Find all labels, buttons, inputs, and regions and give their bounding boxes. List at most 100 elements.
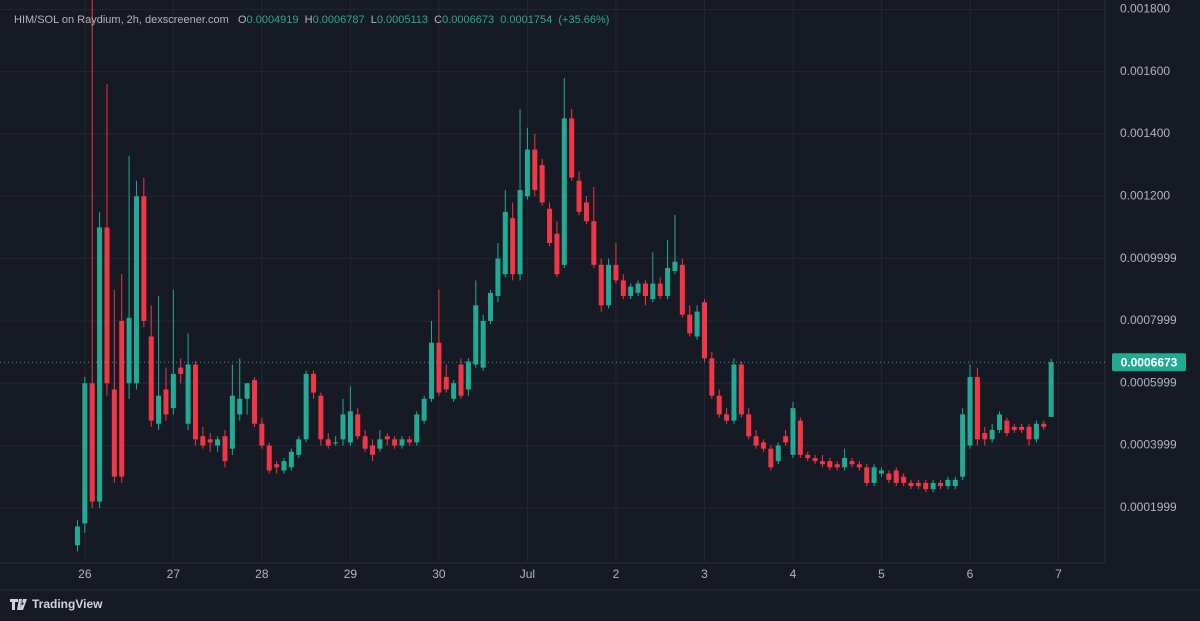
candle-body [635,283,641,293]
candle-body [259,423,265,446]
candle-body [842,458,848,468]
y-tick-label: 0.0003999 [1120,438,1177,452]
x-tick-label: 5 [878,567,885,581]
candle-body [827,461,833,468]
candle-body [82,383,88,524]
candle-body [1048,362,1054,417]
candle-body [1033,423,1039,440]
candle-body [1019,426,1025,430]
candle-body [886,473,892,480]
candle-body [606,264,612,306]
candle-body [775,445,781,462]
candle-body [687,314,693,334]
candle-body [229,395,235,449]
candle-body [642,283,648,296]
x-tick-label: Jul [520,567,535,581]
y-tick-label: 0.001400 [1120,126,1170,140]
candle-body [119,320,125,477]
candle-body [650,283,656,300]
candle-body [554,233,560,275]
candle-body [111,389,117,477]
candle-body [716,395,722,415]
candle-body [901,476,907,483]
candle-body [222,436,228,462]
candle-body [510,218,516,275]
candle-body [281,461,287,471]
candle-body [325,439,331,446]
candle-body [451,383,457,399]
candle-body [679,264,685,315]
x-tick-label: 27 [167,567,181,581]
candle-body [384,436,390,440]
candle-body [738,364,744,415]
candle-body [628,286,634,296]
change-value: 0.0001754 [500,14,553,26]
candle-body [495,258,501,296]
candle-body [974,376,980,440]
brand: TradingView [32,597,103,611]
candle-body [989,429,995,440]
candle-body [156,395,162,424]
candle-body [333,442,339,444]
candle-body [583,202,589,222]
last-price-badge [1112,353,1186,372]
y-tick-label: 0.001600 [1120,64,1170,78]
candle-body [133,196,139,384]
x-tick-label: 4 [790,567,797,581]
candle-body [237,398,243,415]
ohlc-label: O [237,14,247,26]
candle-body [97,227,103,502]
x-tick-label: 28 [255,567,269,581]
candle-body [908,482,914,487]
candle-body [207,439,213,443]
candle-body [399,439,405,446]
candle-body [303,373,309,440]
candle-body [812,458,818,462]
candle-body [819,461,825,465]
candle-body [74,526,80,546]
candle-body [355,414,361,437]
candle-body [783,436,789,443]
candle-body [672,261,678,272]
candle-body [960,414,966,477]
candle-body [318,395,324,440]
candle-body [488,292,494,321]
candle-body [797,420,803,455]
candle-body [915,482,921,487]
candle-body [539,165,545,203]
candle-body [89,383,95,502]
candle-body [251,380,257,424]
candle-body [701,302,707,359]
candle-body [760,442,766,449]
low-value: 0.0005113 [376,14,429,26]
candle-body [429,342,435,399]
candle-body [148,336,154,421]
open-value: 0.0004919 [246,14,299,26]
candle-body [547,208,553,244]
candle-body [569,118,575,178]
candle-body [724,414,730,421]
candle-body [591,221,597,265]
candle-body [340,414,346,440]
candle-body [443,376,449,390]
candle-body [834,464,840,468]
x-tick-label: 30 [432,567,446,581]
candle-body [1011,426,1017,430]
candle-body [864,467,870,483]
candle-body [952,479,958,487]
candle-body [665,267,671,296]
candle-body [421,398,427,421]
y-tick-label: 0.001200 [1120,188,1170,202]
candle-body [768,448,774,468]
candle-body [576,180,582,212]
candle-body [141,196,147,321]
candle-body [296,439,302,455]
candle-body [517,190,523,275]
candle-body [709,358,715,396]
y-tick-label: 0.001800 [1120,2,1170,16]
candle-body [200,436,206,446]
candle-body [274,464,280,468]
candle-body [524,149,530,197]
